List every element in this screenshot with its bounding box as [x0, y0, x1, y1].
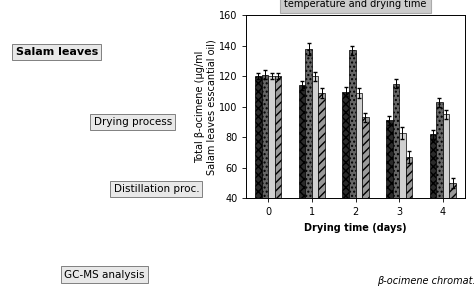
Bar [305, 49, 312, 198]
Bar [443, 114, 449, 198]
Bar [449, 183, 456, 198]
Bar [312, 76, 319, 198]
Bar [255, 76, 262, 198]
Bar [392, 84, 399, 198]
Bar [399, 133, 406, 198]
Bar [406, 157, 412, 198]
Bar [436, 102, 443, 198]
Bar [349, 50, 356, 198]
Bar [386, 120, 392, 198]
Text: Salam leaves: Salam leaves [16, 47, 98, 57]
Text: β-ocimene chromat.: β-ocimene chromat. [377, 276, 474, 285]
Bar [362, 117, 369, 198]
Text: Drying process: Drying process [93, 117, 172, 127]
Bar [275, 76, 282, 198]
Text: Distillation proc.: Distillation proc. [114, 184, 199, 194]
Bar [299, 85, 305, 198]
Bar [319, 93, 325, 198]
Bar [342, 92, 349, 198]
Text: GC-MS analysis: GC-MS analysis [64, 270, 145, 279]
Bar [262, 75, 268, 198]
Title: Total β-ocimene at different
temperature and drying time: Total β-ocimene at different temperature… [284, 0, 427, 9]
Bar [356, 93, 362, 198]
Bar [429, 134, 436, 198]
Y-axis label: Total β-ocimene (μg/ml
Salam leaves esscantial oil): Total β-ocimene (μg/ml Salam leaves essc… [194, 39, 216, 175]
Bar [268, 76, 275, 198]
X-axis label: Drying time (days): Drying time (days) [304, 223, 407, 233]
